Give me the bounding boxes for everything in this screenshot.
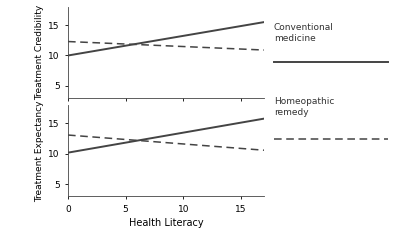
Text: Conventional
medicine: Conventional medicine: [274, 23, 334, 43]
Y-axis label: Treatment Credibility: Treatment Credibility: [35, 5, 44, 100]
Text: Homeopathic
remedy: Homeopathic remedy: [274, 97, 334, 117]
X-axis label: Health Literacy: Health Literacy: [129, 218, 203, 228]
Y-axis label: Treatment Expectancy: Treatment Expectancy: [35, 100, 44, 202]
